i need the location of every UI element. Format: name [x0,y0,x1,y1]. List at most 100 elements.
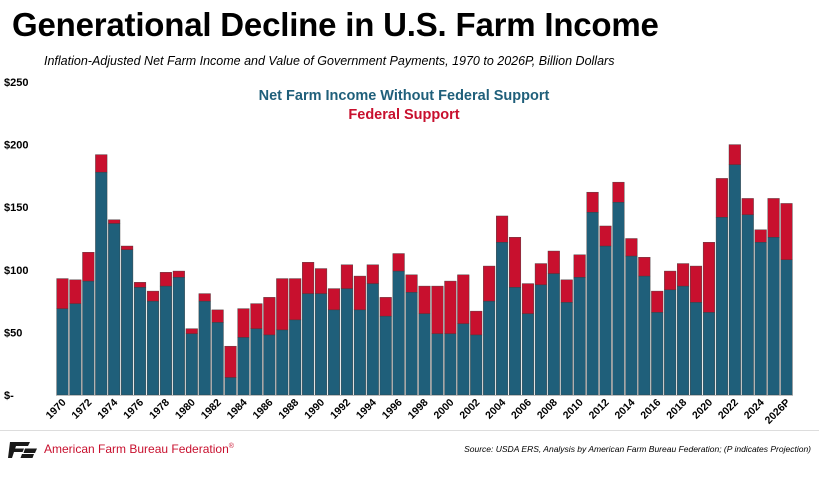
x-tick-label: 1990 [302,397,327,422]
bar-federal-support [767,198,780,238]
x-tick-label: 2010 [561,397,586,422]
bar-federal-support [741,198,754,215]
farm-bureau-logo-icon [8,442,37,458]
x-tick-label: 1996 [380,397,405,422]
bar-federal-support [198,293,211,302]
bar-federal-support [547,250,560,274]
bar-net-farm-income [405,292,418,396]
bar-net-farm-income [677,285,690,396]
bar-net-farm-income [508,287,522,396]
bar-net-farm-income [237,337,250,396]
bar-federal-support [573,254,586,278]
bar-net-farm-income [82,280,95,396]
x-tick-label: 2014 [612,397,637,422]
bar-net-farm-income [340,288,353,396]
bar-net-farm-income [366,283,379,396]
x-tick-label: 1976 [121,397,146,422]
bar-federal-support [599,225,612,247]
bar-net-farm-income [211,322,224,396]
bar-federal-support [754,229,767,243]
x-tick-label: 1970 [44,397,69,422]
bar-federal-support [340,264,353,289]
stacked-bar-chart: $- $50 $100 $150 $200 $250 1970 1972 1974 1976 197… [4,77,793,427]
bar-net-farm-income [198,300,211,396]
bar-federal-support [715,178,728,218]
bar-net-farm-income [185,333,198,396]
bar-federal-support [108,219,121,224]
organization-name: American Farm Bureau Federation® [44,442,234,456]
bar-federal-support [690,265,703,303]
bar-federal-support [586,191,599,213]
x-tick-label: 1988 [276,397,301,422]
x-tick-label: 2004 [483,397,508,422]
bar-net-farm-income [431,333,444,396]
bar-net-farm-income [702,312,715,396]
bar-net-farm-income [547,273,560,396]
bar-net-farm-income [379,315,392,396]
bar-federal-support [444,280,457,334]
bar-net-farm-income [444,333,457,396]
bar-federal-support [379,297,392,317]
x-tick-label: 2012 [587,397,612,422]
bar-federal-support [146,290,159,302]
bar-federal-support [159,272,172,287]
bar-federal-support [521,283,534,314]
bar-net-farm-income [728,164,741,396]
bar-net-farm-income [69,303,82,396]
x-tick-label: 1984 [225,397,250,422]
x-tick-label: 1974 [95,397,120,422]
y-tick-label: $200 [4,140,28,152]
chart-subtitle: Inflation-Adjusted Net Farm Income and V… [44,54,615,68]
chart-title: Generational Decline in U.S. Farm Income [12,6,659,43]
bar-federal-support [185,328,198,334]
bar-net-farm-income [573,277,586,396]
x-tick-label: 1980 [173,397,198,422]
footer-divider [0,430,819,431]
bar-federal-support [483,265,496,302]
bar-net-farm-income [159,285,172,396]
bar-net-farm-income [289,319,302,396]
legend-federal-support: Federal Support [348,107,459,123]
bar-net-farm-income [134,287,147,396]
bar-federal-support [534,263,547,286]
bar-federal-support [327,288,341,311]
x-tick-label: 2022 [716,397,741,422]
legend-net-farm-income: Net Farm Income Without Federal Support [259,88,550,104]
x-tick-label: 1982 [199,397,224,422]
bar-federal-support [69,279,82,304]
bar-net-farm-income [741,214,754,396]
bar-net-farm-income [651,312,664,396]
bar-federal-support [276,278,289,331]
bar-federal-support [302,262,315,294]
bar-net-farm-income [638,275,651,396]
x-tick-label: 2020 [690,397,715,422]
bar-federal-support [289,278,302,321]
x-tick-label: 1986 [250,397,275,422]
bar-federal-support [250,303,263,329]
bar-federal-support [353,275,366,311]
bar-net-farm-income [470,334,483,396]
bar-federal-support [82,252,95,282]
bar-net-farm-income [263,334,276,396]
bar-net-farm-income [534,284,547,396]
bar-net-farm-income [108,223,121,396]
bar-federal-support [237,308,250,338]
x-tick-label: 2026P [763,397,793,427]
source-note: Source: USDA ERS, Analysis by American F… [464,444,811,454]
bar-net-farm-income [483,300,496,396]
bar-net-farm-income [625,255,638,396]
bar-net-farm-income [302,293,315,396]
bar-federal-support [638,257,651,277]
x-tick-label: 2008 [535,397,560,422]
x-tick-label: 1994 [354,397,379,422]
bar-federal-support [224,345,237,378]
bar-net-farm-income [95,171,108,396]
bar-federal-support [664,270,677,291]
bar-net-farm-income [392,270,405,396]
bar-federal-support [560,279,573,303]
bar-federal-support [263,297,276,336]
bar-net-farm-income [690,302,703,396]
bar-net-farm-income [457,323,470,396]
x-tick-label: 2002 [457,397,482,422]
bar-net-farm-income [250,328,263,396]
